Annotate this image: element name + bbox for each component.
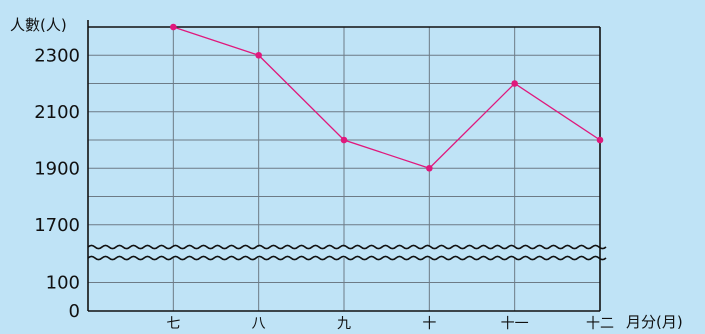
data-point	[340, 136, 348, 144]
series-path	[173, 26, 601, 169]
grid	[88, 26, 601, 311]
series-line	[173, 26, 601, 169]
y-tick-label: 100	[46, 273, 80, 294]
y-axis-label: 人數(人)	[10, 16, 67, 34]
x-tick-label: 十	[422, 316, 436, 332]
y-tick-label: 1700	[34, 215, 80, 236]
x-tick-label: 八	[252, 316, 266, 332]
y-tick-label: 1900	[34, 158, 80, 179]
y-tick-label: 0	[69, 301, 80, 322]
data-points	[170, 23, 604, 172]
y-tick-label: 2300	[34, 45, 80, 66]
x-tick-label: 十二	[586, 316, 614, 332]
data-point	[170, 23, 177, 31]
break-wave-top	[87, 244, 607, 250]
break-wave-bottom	[87, 255, 607, 261]
x-tick-label: 九	[337, 316, 351, 332]
x-tick-label: 七	[166, 316, 180, 332]
data-point	[596, 136, 604, 144]
y-tick-label: 2100	[34, 102, 80, 123]
x-axis-label: 月分(月)	[626, 313, 683, 331]
axis-break	[87, 244, 607, 261]
data-point	[511, 80, 518, 87]
tick-labels: 1700 1900 2100 2300 0 100 七 八 九 十 十一 十二	[34, 45, 614, 332]
data-point	[255, 51, 262, 59]
data-point	[426, 164, 433, 172]
x-tick-label: 十一	[501, 316, 529, 332]
break-band	[87, 247, 601, 258]
